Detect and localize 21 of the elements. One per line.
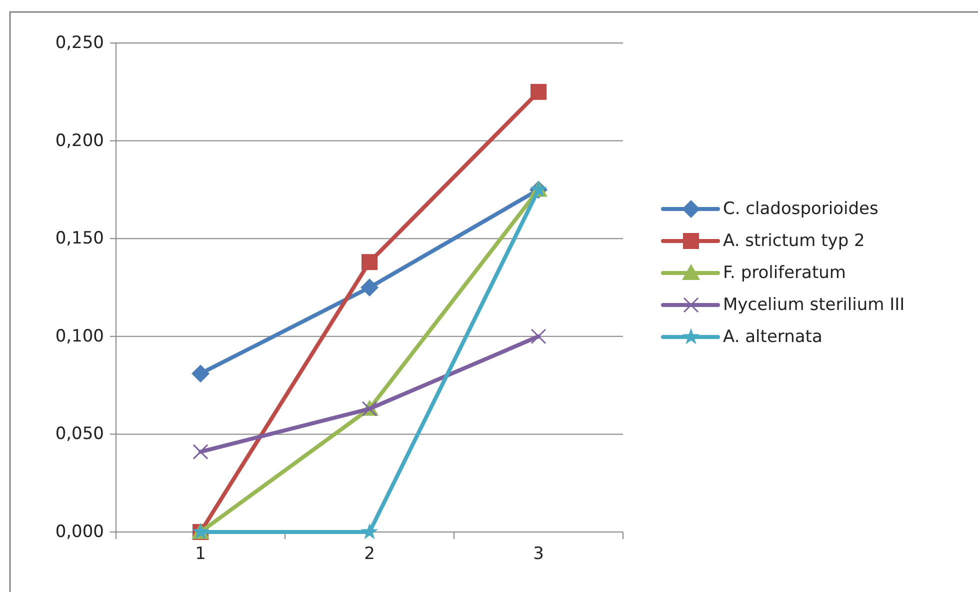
y-tick-label: 0,200 [55, 130, 104, 151]
point [530, 84, 546, 100]
legend-label: A. strictum typ 2 [723, 231, 865, 251]
x-tick-label: 3 [533, 544, 544, 564]
legend-label: A. alternata [723, 327, 822, 347]
point [530, 328, 546, 344]
legend-label: F. proliferatum [723, 263, 846, 283]
x-tick-label: 1 [195, 544, 206, 564]
y-tick-label: 0,250 [55, 33, 104, 53]
point [192, 364, 210, 383]
x-tick-label: 2 [364, 544, 375, 564]
point [360, 523, 378, 540]
point [360, 278, 378, 296]
y-tick-label: 0,050 [55, 424, 104, 444]
y-tick-label: 0,150 [55, 228, 104, 249]
legend-label: C. cladosporioides [723, 199, 878, 219]
y-tick-label: 0,100 [55, 326, 104, 346]
y-tick-label: 0,000 [55, 522, 104, 542]
point [362, 254, 378, 270]
legend-label: Mycelium sterilium III [723, 295, 905, 315]
point [192, 444, 208, 460]
